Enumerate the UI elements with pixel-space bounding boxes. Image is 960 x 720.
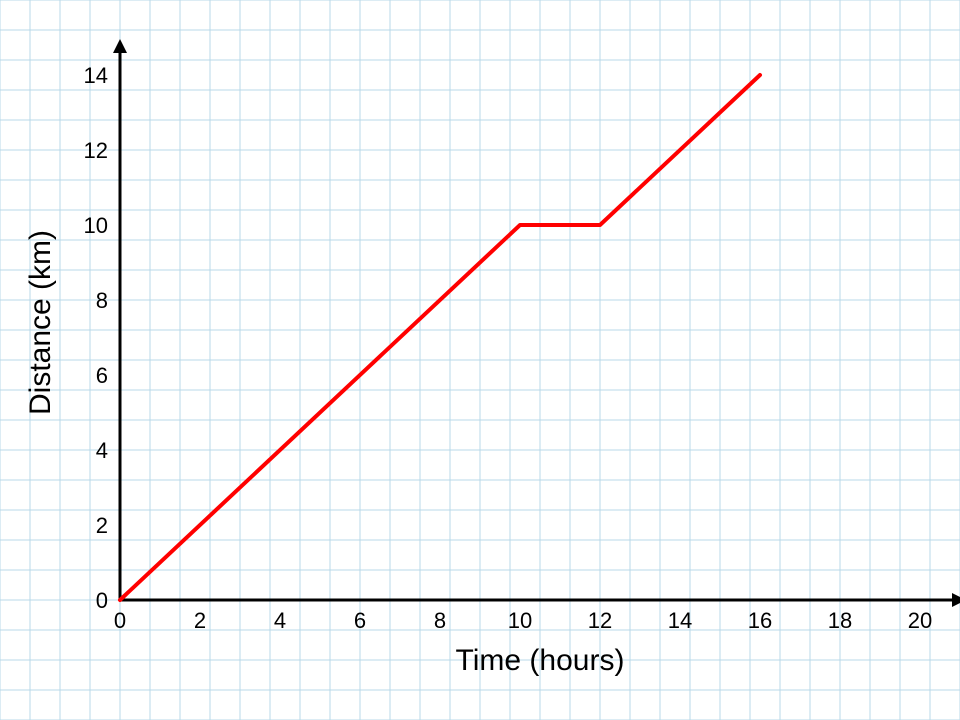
axis-ticks: 0 2 4 6 8 10 12 14 16 18 20 0 2 4 6 8 10 12 14 bbox=[84, 63, 933, 633]
x-axis-label: Time (hours) bbox=[456, 644, 625, 677]
y-tick-label: 14 bbox=[84, 63, 108, 88]
x-tick-label: 6 bbox=[354, 608, 366, 633]
y-axis-label: Distance (km) bbox=[24, 230, 57, 415]
x-tick-label: 14 bbox=[668, 608, 692, 633]
y-tick-label: 4 bbox=[96, 438, 108, 463]
x-tick-label: 4 bbox=[274, 608, 286, 633]
x-tick-label: 8 bbox=[434, 608, 446, 633]
x-tick-label: 0 bbox=[114, 608, 126, 633]
y-tick-label: 0 bbox=[96, 588, 108, 613]
x-tick-label: 16 bbox=[748, 608, 772, 633]
x-tick-label: 12 bbox=[588, 608, 612, 633]
x-tick-label: 20 bbox=[908, 608, 932, 633]
x-tick-label: 18 bbox=[828, 608, 852, 633]
y-tick-label: 10 bbox=[84, 213, 108, 238]
x-tick-label: 10 bbox=[508, 608, 532, 633]
y-tick-label: 6 bbox=[96, 363, 108, 388]
y-tick-label: 2 bbox=[96, 513, 108, 538]
grid bbox=[0, 0, 960, 720]
data-line bbox=[120, 75, 760, 600]
distance-time-chart: 0 2 4 6 8 10 12 14 16 18 20 0 2 4 6 8 10 12 14 Time (hours… bbox=[0, 0, 960, 720]
y-tick-label: 8 bbox=[96, 288, 108, 313]
data-series bbox=[120, 75, 760, 600]
y-tick-label: 12 bbox=[84, 138, 108, 163]
x-tick-label: 2 bbox=[194, 608, 206, 633]
